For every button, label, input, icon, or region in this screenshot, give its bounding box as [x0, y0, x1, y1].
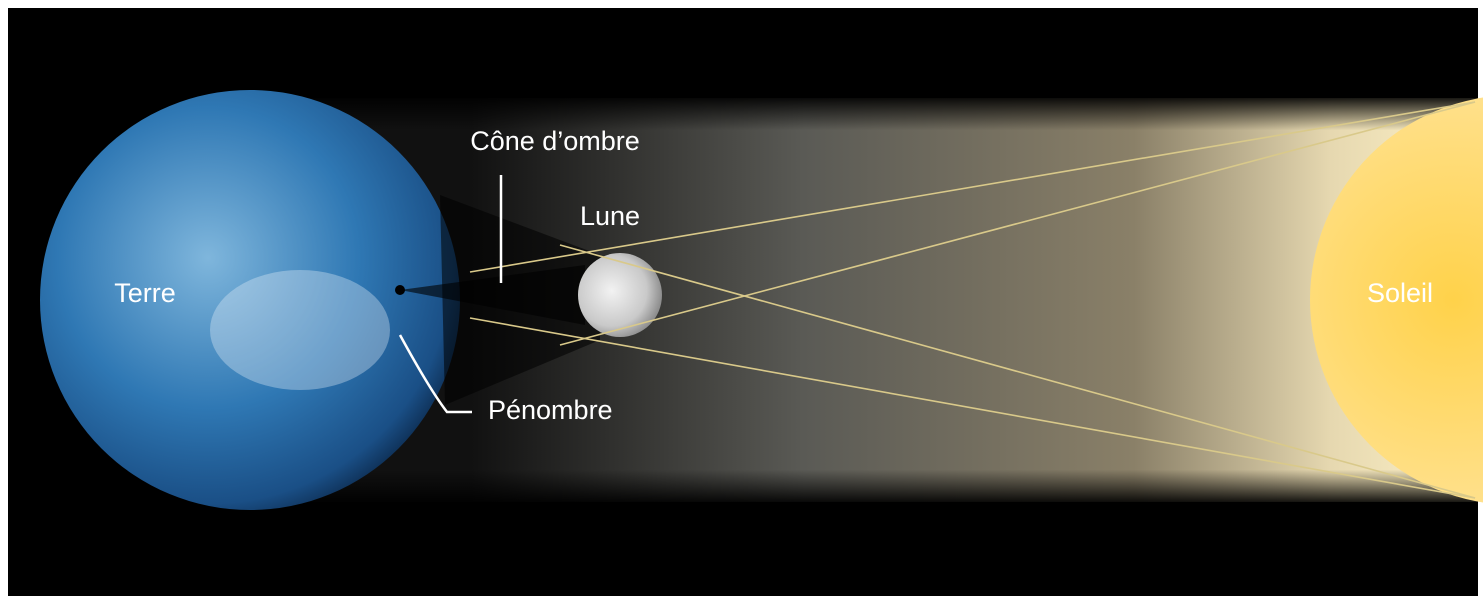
moon-label: Lune	[580, 201, 640, 231]
eclipse-diagram: Terre Lune Soleil Cône d’ombre Pénombre	[0, 0, 1483, 602]
page: Terre Lune Soleil Cône d’ombre Pénombre …	[0, 0, 1483, 602]
earth-clouds	[210, 270, 390, 390]
umbra-label: Cône d’ombre	[470, 126, 640, 156]
earth-label: Terre	[114, 278, 176, 308]
sun-label: Soleil	[1367, 278, 1433, 308]
umbra-point	[395, 285, 405, 295]
penumbra-label: Pénombre	[488, 395, 613, 425]
moon	[578, 253, 662, 337]
